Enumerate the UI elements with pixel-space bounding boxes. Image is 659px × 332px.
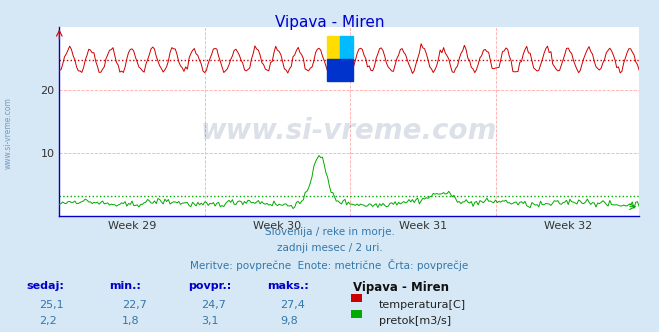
Text: min.:: min.:: [109, 281, 140, 290]
Text: 24,7: 24,7: [201, 300, 226, 310]
Text: www.si-vreme.com: www.si-vreme.com: [201, 117, 498, 145]
Text: povpr.:: povpr.:: [188, 281, 231, 290]
Text: 22,7: 22,7: [122, 300, 147, 310]
Bar: [340, 36, 353, 59]
Text: sedaj:: sedaj:: [26, 281, 64, 290]
Text: Slovenija / reke in morje.: Slovenija / reke in morje.: [264, 227, 395, 237]
Text: pretok[m3/s]: pretok[m3/s]: [379, 316, 451, 326]
Text: 2,2: 2,2: [40, 316, 57, 326]
Text: temperatura[C]: temperatura[C]: [379, 300, 466, 310]
Text: 1,8: 1,8: [122, 316, 140, 326]
Bar: [328, 36, 340, 59]
Text: Vipava - Miren: Vipava - Miren: [275, 15, 384, 30]
Text: 25,1: 25,1: [40, 300, 64, 310]
Text: Vipava - Miren: Vipava - Miren: [353, 281, 449, 293]
Text: 9,8: 9,8: [280, 316, 298, 326]
Text: Meritve: povprečne  Enote: metrične  Črta: povprečje: Meritve: povprečne Enote: metrične Črta:…: [190, 259, 469, 271]
Text: zadnji mesec / 2 uri.: zadnji mesec / 2 uri.: [277, 243, 382, 253]
Bar: [328, 59, 353, 81]
Text: maks.:: maks.:: [267, 281, 308, 290]
Text: 27,4: 27,4: [280, 300, 305, 310]
Text: www.si-vreme.com: www.si-vreme.com: [3, 97, 13, 169]
Text: 3,1: 3,1: [201, 316, 219, 326]
